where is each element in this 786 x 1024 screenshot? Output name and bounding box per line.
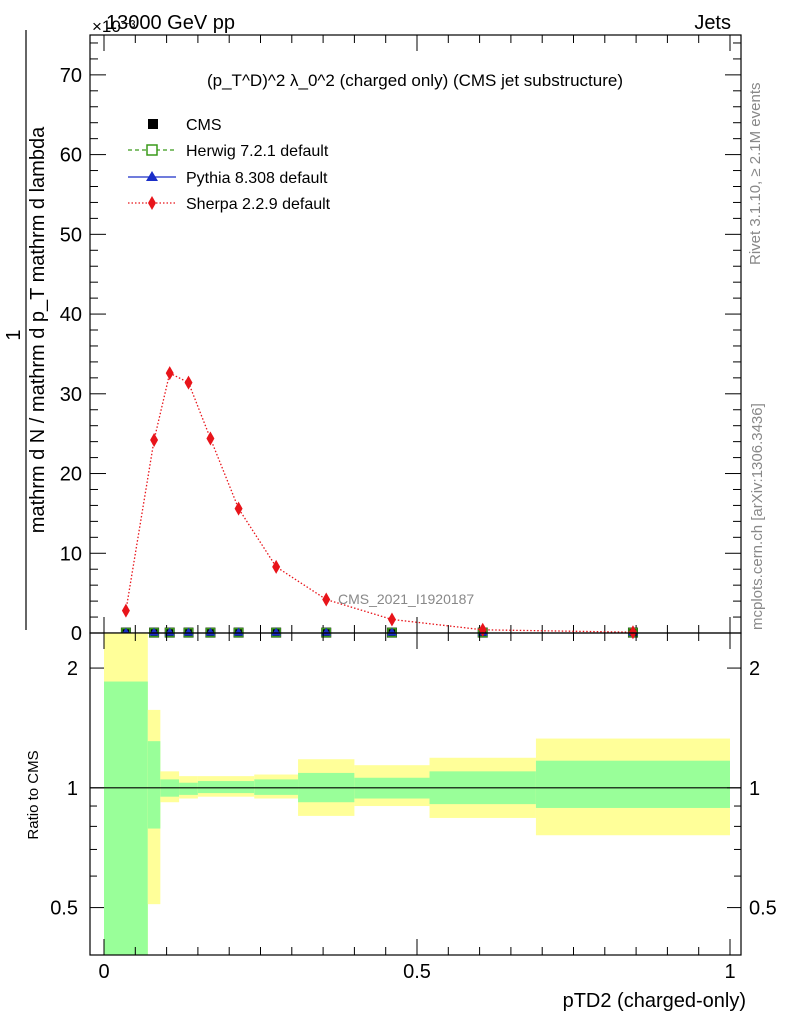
mcplots-label: mcplots.cern.ch [arXiv:1306.3436] xyxy=(749,403,766,630)
point-sherpa-10 xyxy=(628,625,637,640)
main-ytick-label-1: 10 xyxy=(60,543,82,565)
main-ytick-label-4: 40 xyxy=(60,304,82,326)
main-title: (p_T^D)^2 λ_0^2 (charged only) (CMS jet … xyxy=(207,71,623,90)
y-label-numerator: 1 xyxy=(3,329,25,340)
ratio-inner-band-3 xyxy=(179,782,198,795)
point-pythia-2 xyxy=(164,627,175,636)
analysis-watermark: CMS_2021_I1920187 xyxy=(338,591,474,607)
legend-label-cms: CMS xyxy=(186,117,222,134)
point-sherpa-0 xyxy=(121,603,130,618)
ratio-ytick-label-right-2: 2 xyxy=(749,658,760,680)
ratio-ytick-label-1: 1 xyxy=(67,778,78,800)
legend-label-pythia: Pythia 8.308 default xyxy=(186,170,328,187)
main-ytick-label-7: 70 xyxy=(60,65,82,87)
main-ytick-label-2: 20 xyxy=(60,464,82,486)
legend-marker-cms xyxy=(148,119,158,129)
point-sherpa-5 xyxy=(234,501,243,516)
point-sherpa-8 xyxy=(387,612,396,627)
ratio-panel: 0.5 0.5 1 1 2 2 0 0.5 1 xyxy=(50,633,777,983)
point-pythia-7 xyxy=(321,627,332,636)
point-pythia-5 xyxy=(233,627,244,636)
ratio-ytick-label-2: 2 xyxy=(67,658,78,680)
ratio-inner-band-1 xyxy=(147,741,161,829)
point-pythia-4 xyxy=(205,627,216,636)
ratio-ytick-label-right-1: 1 xyxy=(749,778,760,800)
series-line-sherpa xyxy=(125,372,633,633)
main-panel: 0 10 20 30 40 50 60 70 xyxy=(60,35,741,645)
legend: CMS Herwig 7.2.1 default Pythia 8.308 de… xyxy=(128,117,331,213)
legend-marker-herwig xyxy=(146,144,158,156)
point-sherpa-2 xyxy=(165,366,174,381)
point-sherpa-3 xyxy=(184,375,193,390)
point-sherpa-7 xyxy=(322,592,331,607)
jets-label: Jets xyxy=(694,12,731,34)
rivet-label: Rivet 3.1.10, ≥ 2.1M events xyxy=(747,83,764,266)
main-ytick-label-0: 0 xyxy=(71,623,82,645)
x-tick-label-1: 0.5 xyxy=(403,961,431,983)
point-pythia-1 xyxy=(149,627,160,636)
legend-label-herwig: Herwig 7.2.1 default xyxy=(186,143,329,160)
legend-marker-sherpa xyxy=(148,196,156,210)
ratio-inner-band-5 xyxy=(254,779,299,795)
point-pythia-3 xyxy=(183,627,194,636)
main-ytick-label-3: 30 xyxy=(60,384,82,406)
main-ytick-label-5: 50 xyxy=(60,224,82,246)
point-pythia-6 xyxy=(271,627,282,636)
energy-label: 13000 GeV pp xyxy=(106,12,235,34)
ratio-inner-band-0 xyxy=(104,681,148,955)
point-sherpa-4 xyxy=(206,431,215,446)
legend-label-sherpa: Sherpa 2.2.9 default xyxy=(186,196,331,213)
ratio-y-label: Ratio to CMS xyxy=(25,750,42,839)
y-label-denominator: mathrm d N / mathrm d p_T mathrm d lambd… xyxy=(27,126,49,533)
point-sherpa-1 xyxy=(150,433,159,448)
y-exponent-label: ×10⁻³ xyxy=(92,17,136,36)
main-y-axis-label: 1 mathrm d N / mathrm d p_T mathrm d lam… xyxy=(3,30,49,630)
point-sherpa-6 xyxy=(272,559,281,574)
point-pythia-8 xyxy=(386,627,397,636)
legend-marker-pythia xyxy=(146,171,158,181)
ratio-inner-band-9 xyxy=(535,760,730,808)
x-axis-label: pTD2 (charged-only) xyxy=(563,990,746,1012)
x-tick-label-2: 1 xyxy=(724,961,735,983)
ratio-inner-band-4 xyxy=(197,781,255,794)
ratio-panel-frame xyxy=(89,632,742,956)
x-tick-label-0: 0 xyxy=(98,961,109,983)
ratio-ytick-label-right-0: 0.5 xyxy=(749,898,777,920)
main-ytick-label-6: 60 xyxy=(60,145,82,167)
ratio-ytick-label-0: 0.5 xyxy=(50,898,78,920)
